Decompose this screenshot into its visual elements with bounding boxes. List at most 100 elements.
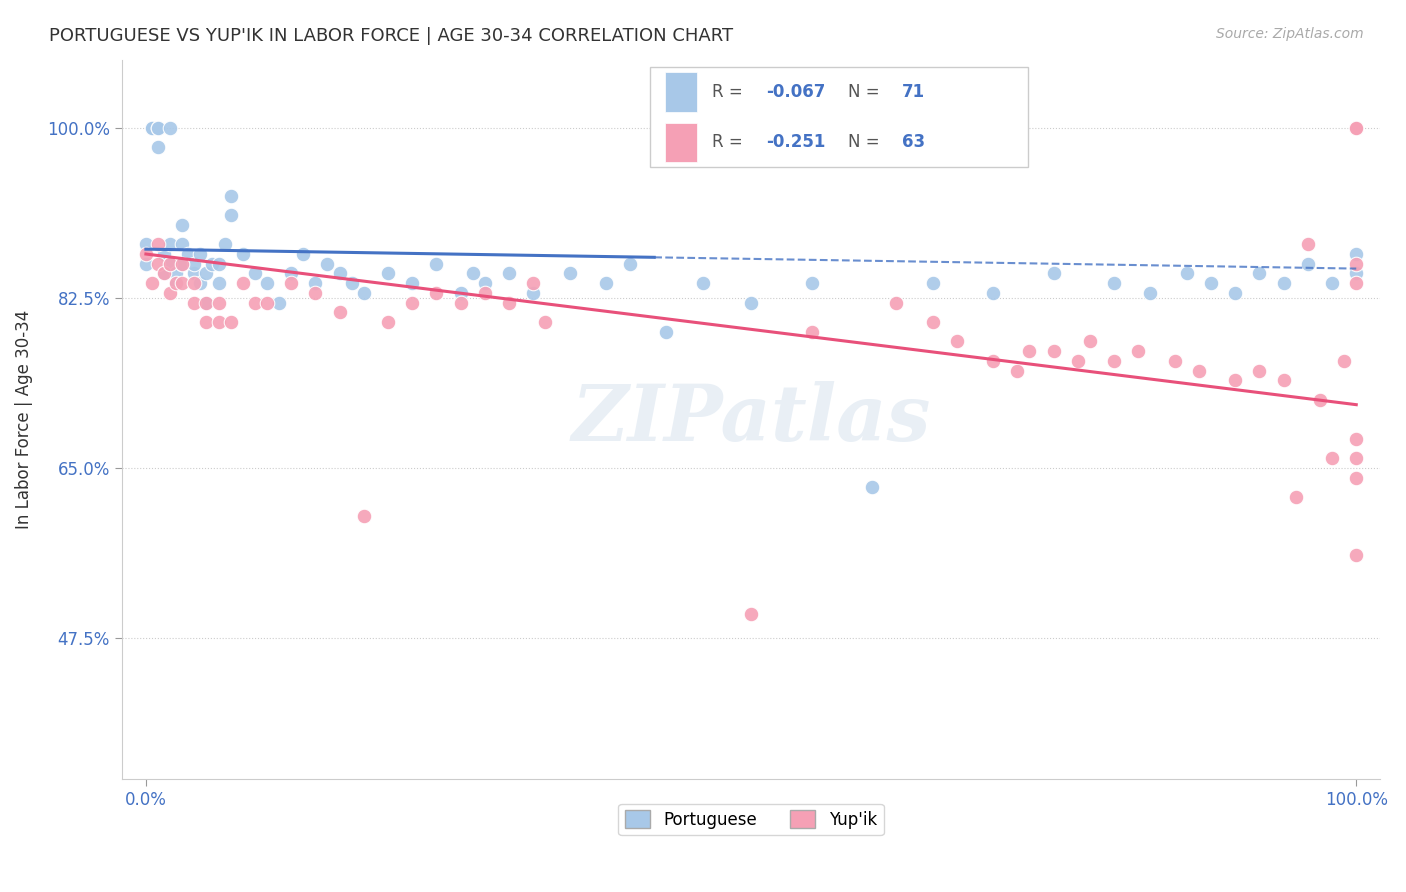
Point bbox=[172, 257, 194, 271]
Point bbox=[340, 276, 363, 290]
Point bbox=[921, 276, 943, 290]
Text: -0.067: -0.067 bbox=[766, 83, 825, 101]
Bar bbox=[665, 122, 697, 162]
Point bbox=[1225, 285, 1247, 300]
Point bbox=[153, 267, 176, 281]
Point bbox=[183, 276, 205, 290]
Point bbox=[522, 276, 544, 290]
Text: R =: R = bbox=[711, 83, 748, 101]
Point bbox=[172, 276, 194, 290]
Point bbox=[1139, 285, 1161, 300]
Point bbox=[450, 285, 472, 300]
Point bbox=[655, 325, 678, 339]
Point bbox=[146, 257, 169, 271]
Point bbox=[190, 247, 212, 261]
Point bbox=[1346, 120, 1368, 135]
Text: R =: R = bbox=[711, 133, 748, 152]
Point bbox=[425, 257, 447, 271]
Point bbox=[207, 257, 229, 271]
Point bbox=[165, 276, 187, 290]
Point bbox=[232, 276, 254, 290]
Point bbox=[1163, 354, 1185, 368]
Point bbox=[329, 267, 352, 281]
Point bbox=[256, 276, 278, 290]
Point bbox=[141, 120, 163, 135]
Point bbox=[1346, 276, 1368, 290]
Text: N =: N = bbox=[848, 83, 884, 101]
Point bbox=[207, 315, 229, 329]
Point bbox=[256, 295, 278, 310]
Point bbox=[183, 267, 205, 281]
Point bbox=[1285, 490, 1308, 504]
Point bbox=[1346, 257, 1368, 271]
Point bbox=[1042, 344, 1064, 359]
Point bbox=[1320, 276, 1343, 290]
Text: N =: N = bbox=[848, 133, 884, 152]
Point bbox=[800, 325, 823, 339]
Point bbox=[195, 267, 218, 281]
Point bbox=[619, 257, 641, 271]
Point bbox=[292, 247, 315, 261]
Point bbox=[1199, 276, 1222, 290]
Point bbox=[172, 257, 194, 271]
Point bbox=[153, 267, 176, 281]
Point bbox=[558, 267, 581, 281]
Point bbox=[1346, 432, 1368, 446]
Text: -0.251: -0.251 bbox=[766, 133, 825, 152]
Point bbox=[1249, 267, 1271, 281]
Point bbox=[329, 305, 352, 319]
Point bbox=[1346, 120, 1368, 135]
Point bbox=[243, 295, 266, 310]
Point bbox=[1346, 451, 1368, 466]
Point bbox=[135, 257, 157, 271]
Point bbox=[159, 257, 181, 271]
FancyBboxPatch shape bbox=[651, 67, 1028, 168]
Point bbox=[195, 295, 218, 310]
Point bbox=[1018, 344, 1040, 359]
Point bbox=[1296, 257, 1319, 271]
Point bbox=[141, 120, 163, 135]
Point bbox=[377, 267, 399, 281]
Point bbox=[1188, 364, 1211, 378]
Point bbox=[353, 285, 375, 300]
Point bbox=[219, 208, 242, 222]
Point bbox=[1346, 247, 1368, 261]
Point bbox=[1225, 373, 1247, 387]
Point bbox=[195, 295, 218, 310]
Point bbox=[219, 188, 242, 202]
Point bbox=[135, 237, 157, 252]
Point bbox=[1175, 267, 1198, 281]
Point bbox=[522, 285, 544, 300]
Text: ZIPatlas: ZIPatlas bbox=[571, 381, 931, 458]
Point bbox=[498, 267, 520, 281]
Point bbox=[304, 285, 326, 300]
Point bbox=[183, 257, 205, 271]
Y-axis label: In Labor Force | Age 30-34: In Labor Force | Age 30-34 bbox=[15, 310, 32, 529]
Point bbox=[280, 276, 302, 290]
Point bbox=[159, 120, 181, 135]
Point bbox=[146, 120, 169, 135]
Point bbox=[190, 276, 212, 290]
Point bbox=[172, 218, 194, 232]
Point bbox=[1007, 364, 1029, 378]
Point bbox=[316, 257, 339, 271]
Point bbox=[1272, 276, 1295, 290]
Point bbox=[860, 480, 883, 494]
Point bbox=[981, 354, 1004, 368]
Point bbox=[534, 315, 557, 329]
Point bbox=[921, 315, 943, 329]
Point bbox=[304, 276, 326, 290]
Point bbox=[232, 247, 254, 261]
Point bbox=[165, 267, 187, 281]
Point bbox=[1272, 373, 1295, 387]
Text: PORTUGUESE VS YUP'IK IN LABOR FORCE | AGE 30-34 CORRELATION CHART: PORTUGUESE VS YUP'IK IN LABOR FORCE | AG… bbox=[49, 27, 734, 45]
Point bbox=[884, 295, 907, 310]
Point bbox=[1078, 334, 1101, 349]
Point bbox=[692, 276, 714, 290]
Point bbox=[159, 237, 181, 252]
Point bbox=[135, 247, 157, 261]
Point bbox=[1102, 276, 1125, 290]
Point bbox=[172, 237, 194, 252]
Point bbox=[243, 267, 266, 281]
Point bbox=[1346, 267, 1368, 281]
